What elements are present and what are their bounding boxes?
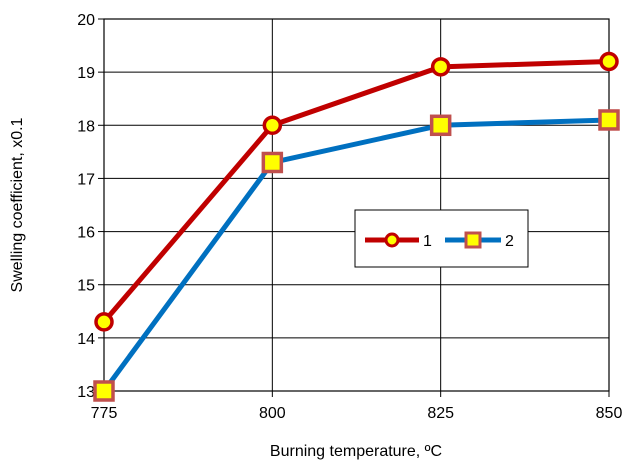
y-tick-label: 16	[77, 225, 95, 242]
legend-label-2: 2	[505, 233, 514, 250]
series-group	[93, 51, 620, 402]
series-2-point	[261, 151, 284, 174]
x-tick-label: 800	[259, 405, 286, 422]
legend-marker-2	[464, 231, 482, 249]
series-1-point	[430, 57, 451, 77]
series-1-point	[262, 115, 283, 136]
y-axis-label: Swelling coefficient, x0.1	[9, 117, 26, 292]
y-tick-label: 13	[77, 384, 95, 401]
x-tick-label: 850	[596, 405, 623, 422]
x-tick-label: 825	[427, 405, 454, 422]
series-2-line	[101, 117, 610, 393]
legend-marker-1	[384, 232, 400, 248]
plot-area-border	[103, 18, 610, 392]
y-tick-label: 17	[77, 171, 95, 188]
series-2-point	[598, 109, 620, 131]
series-2-point	[93, 380, 115, 402]
y-tick-label: 18	[77, 118, 95, 135]
x-axis-label: Burning temperature, ºC	[270, 443, 442, 460]
y-tick-label: 14	[77, 331, 95, 348]
legend: 1 2	[354, 209, 529, 268]
legend-label-1: 1	[423, 233, 432, 250]
x-axis-ticks: 775 800 825 850	[91, 391, 623, 422]
series-1-line	[102, 59, 610, 324]
series-1-point	[94, 312, 114, 332]
y-tick-label: 19	[77, 65, 95, 82]
series-1-point	[599, 51, 619, 72]
x-tick-label: 775	[91, 405, 118, 422]
series-2-point	[429, 114, 452, 137]
y-tick-label: 20	[77, 12, 95, 29]
gridlines	[103, 18, 610, 392]
y-tick-label: 15	[77, 278, 95, 295]
y-axis-ticks: 13 14 15 16 17 18 19 20	[77, 12, 104, 401]
